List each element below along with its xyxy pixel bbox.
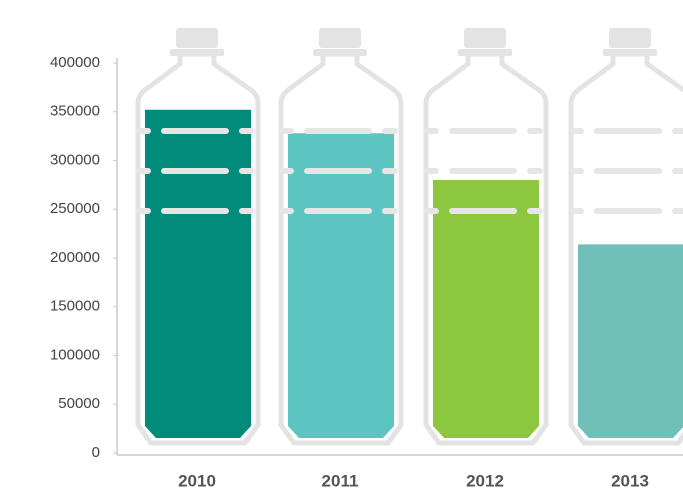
y-tick-label: 0 — [92, 444, 100, 461]
bottle-outline — [278, 51, 404, 446]
y-tick-label: 100000 — [50, 346, 100, 363]
bar — [288, 133, 394, 438]
bottle-outline — [423, 51, 549, 446]
x-tick-label: 2013 — [611, 471, 649, 490]
bottle-outline — [135, 51, 261, 446]
y-tick-label: 350000 — [50, 103, 100, 120]
bottle-outline — [568, 51, 683, 446]
bottle-cap — [176, 28, 218, 48]
bottle-cap — [464, 28, 506, 48]
y-tick-label: 400000 — [50, 54, 100, 71]
y-tick-label: 200000 — [50, 249, 100, 266]
bar — [145, 109, 251, 439]
bottle-cap — [319, 28, 361, 48]
bottle-ring — [458, 49, 512, 56]
bar — [578, 244, 683, 438]
bottle-ring — [603, 49, 657, 56]
y-tick-label: 300000 — [50, 151, 100, 168]
bottle-ring — [170, 49, 224, 56]
bar — [433, 180, 539, 438]
bottle-ring — [313, 49, 367, 56]
x-tick-label: 2012 — [466, 471, 504, 490]
y-tick-label: 150000 — [50, 298, 100, 315]
bottle-cap — [609, 28, 651, 48]
x-tick-label: 2010 — [178, 471, 216, 490]
y-tick-label: 50000 — [58, 395, 100, 412]
x-tick-label: 2011 — [322, 471, 359, 490]
y-tick-label: 250000 — [50, 200, 100, 217]
